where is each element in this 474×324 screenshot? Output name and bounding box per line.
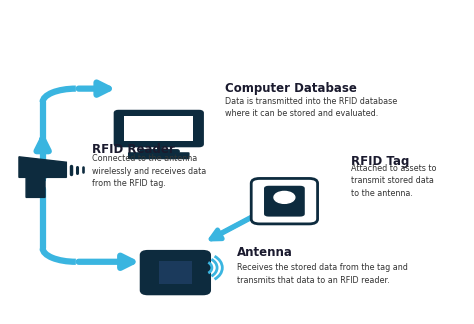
Text: RFID Tag: RFID Tag xyxy=(351,155,409,168)
FancyBboxPatch shape xyxy=(115,111,203,146)
Text: Connected to the antenna
wirelessly and receives data
from the RFID tag.: Connected to the antenna wirelessly and … xyxy=(92,154,207,188)
Polygon shape xyxy=(19,157,66,197)
Circle shape xyxy=(274,191,295,203)
FancyBboxPatch shape xyxy=(124,116,193,141)
Text: Computer Database: Computer Database xyxy=(225,82,357,95)
FancyBboxPatch shape xyxy=(159,261,192,284)
Text: Attached to assets to
transmit stored data
to the antenna.: Attached to assets to transmit stored da… xyxy=(351,164,436,198)
Text: Receives the stored data from the tag and
transmits that data to an RFID reader.: Receives the stored data from the tag an… xyxy=(237,263,408,285)
Text: Data is transmitted into the RFID database
where it can be stored and evaluated.: Data is transmitted into the RFID databa… xyxy=(225,97,397,118)
FancyBboxPatch shape xyxy=(128,152,190,159)
FancyBboxPatch shape xyxy=(264,186,305,217)
Text: Antenna: Antenna xyxy=(237,246,293,259)
Text: RFID Reader: RFID Reader xyxy=(92,143,175,156)
FancyBboxPatch shape xyxy=(141,251,210,294)
FancyBboxPatch shape xyxy=(251,179,318,224)
Text: Basic RFID System: Basic RFID System xyxy=(113,17,361,41)
